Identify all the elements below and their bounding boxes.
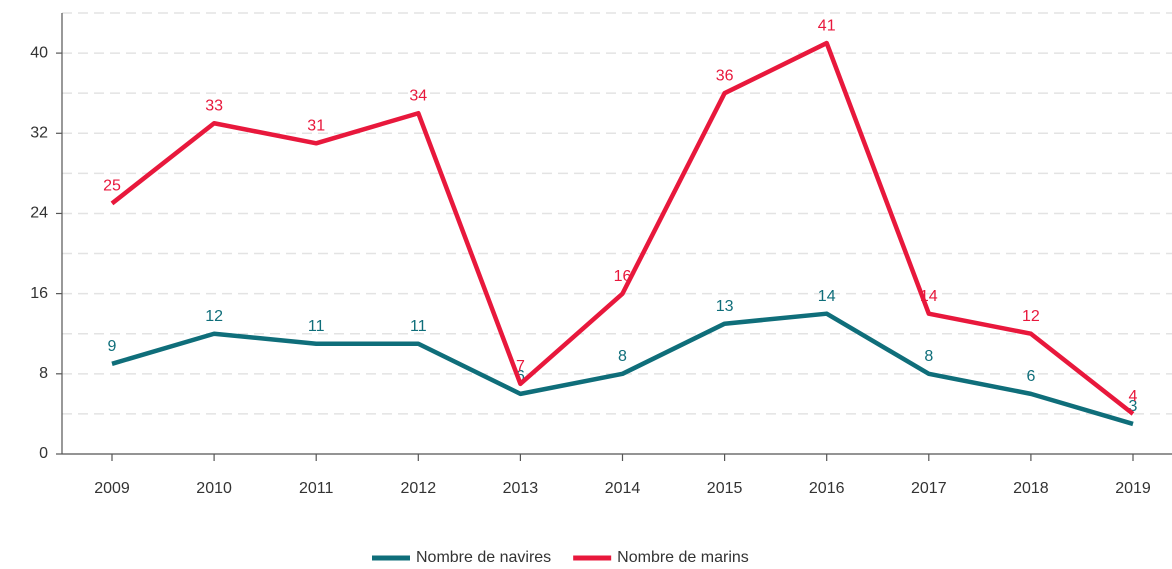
x-tick-label: 2014 <box>605 480 641 497</box>
x-tick-label: 2010 <box>196 480 232 497</box>
data-label: 4 <box>1129 388 1138 405</box>
data-label: 8 <box>618 348 627 365</box>
x-tick-label: 2013 <box>503 480 539 497</box>
x-tick-label: 2019 <box>1115 480 1151 497</box>
data-label: 34 <box>409 87 427 104</box>
y-tick-label: 24 <box>30 205 48 222</box>
data-label: 6 <box>1026 368 1035 385</box>
y-tick-label: 32 <box>30 124 48 141</box>
data-label: 33 <box>205 97 223 114</box>
data-label: 36 <box>716 67 734 84</box>
line <box>110 40 1135 416</box>
data-label: 25 <box>103 178 121 195</box>
data-label: 12 <box>1022 308 1040 325</box>
x-tick-label: 2016 <box>809 480 845 497</box>
data-label: 11 <box>410 318 427 335</box>
data-label: 14 <box>920 288 938 305</box>
data-label: 6 <box>516 368 525 385</box>
legend-label: Nombre de navires <box>416 549 551 566</box>
data-label: 12 <box>205 308 223 325</box>
data-label: 8 <box>924 348 933 365</box>
data-label: 3 <box>1129 398 1138 415</box>
legend-label: Nombre de marins <box>617 549 749 566</box>
x-tick-label: 2009 <box>94 480 130 497</box>
x-tick-label: 2018 <box>1013 480 1049 497</box>
data-label: 16 <box>614 268 632 285</box>
data-label: 14 <box>818 288 836 305</box>
x-tick-label: 2012 <box>401 480 437 497</box>
data-label: 31 <box>307 118 325 135</box>
line <box>111 311 1134 427</box>
data-label: 41 <box>818 17 836 34</box>
data-label: 9 <box>108 338 117 355</box>
y-tick-label: 40 <box>30 44 48 61</box>
y-tick-label: 0 <box>39 445 48 462</box>
data-label: 11 <box>308 318 325 335</box>
data-label: 7 <box>516 358 525 375</box>
data-label: 13 <box>716 298 734 315</box>
x-tick-label: 2015 <box>707 480 743 497</box>
x-tick-label: 2011 <box>299 480 334 497</box>
y-tick-label: 8 <box>39 365 48 382</box>
y-tick-label: 16 <box>30 285 48 302</box>
x-tick-label: 2017 <box>911 480 947 497</box>
